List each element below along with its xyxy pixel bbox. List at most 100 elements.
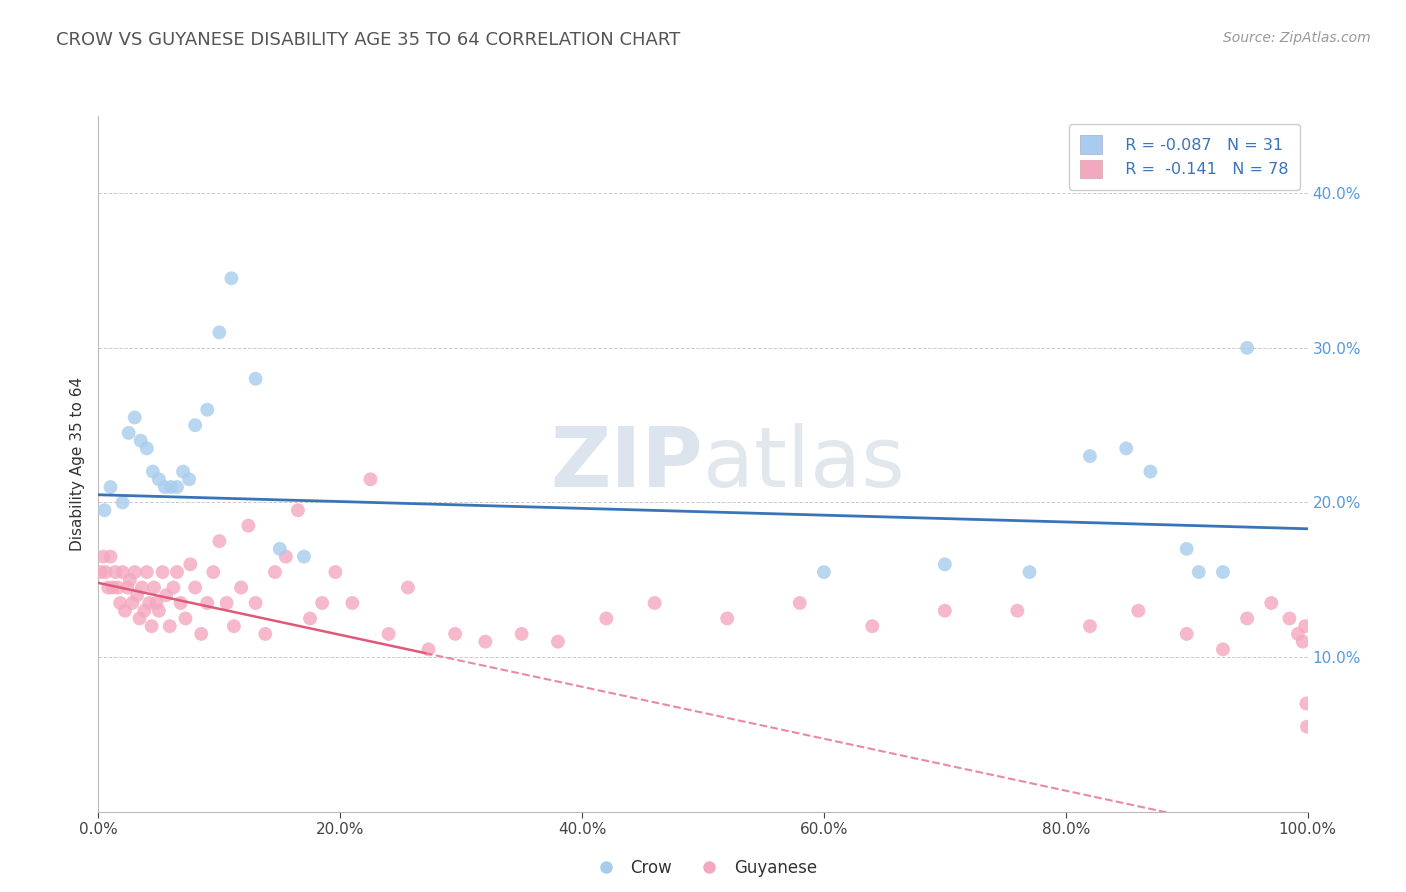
Point [222, 619, 245, 633]
Point [152, 565, 174, 579]
Point [111, 495, 134, 509]
Point [418, 642, 440, 657]
Point [1175, 627, 1198, 641]
Point [595, 611, 617, 625]
Point [1128, 604, 1150, 618]
Point [184, 418, 207, 433]
Point [510, 627, 533, 641]
Point [143, 581, 166, 595]
Point [128, 611, 150, 625]
Point [813, 565, 835, 579]
Text: ZIP: ZIP [551, 424, 703, 504]
Point [104, 565, 127, 579]
Point [245, 596, 267, 610]
Point [121, 596, 143, 610]
Y-axis label: Disability Age 35 to 64: Disability Age 35 to 64 [69, 376, 84, 551]
Point [166, 565, 188, 579]
Point [274, 549, 297, 564]
Point [179, 558, 201, 572]
Point [117, 581, 139, 595]
Point [135, 442, 157, 456]
Point [93, 503, 115, 517]
Point [396, 581, 419, 595]
Point [100, 480, 122, 494]
Point [1295, 697, 1317, 711]
Point [134, 604, 156, 618]
Point [1212, 642, 1234, 657]
Point [162, 581, 184, 595]
Point [135, 565, 157, 579]
Point [716, 611, 738, 625]
Point [190, 627, 212, 641]
Point [221, 271, 243, 285]
Point [474, 634, 496, 648]
Point [100, 549, 122, 564]
Point [111, 565, 134, 579]
Point [97, 581, 120, 595]
Point [169, 596, 191, 610]
Point [90, 565, 112, 579]
Point [174, 611, 197, 625]
Point [148, 604, 170, 618]
Point [145, 596, 167, 610]
Point [360, 472, 382, 486]
Point [1292, 634, 1315, 648]
Point [184, 581, 207, 595]
Point [148, 472, 170, 486]
Point [215, 596, 238, 610]
Point [238, 518, 260, 533]
Point [1078, 449, 1101, 463]
Point [124, 410, 146, 425]
Point [172, 465, 194, 479]
Point [160, 480, 183, 494]
Point [129, 434, 152, 448]
Point [159, 619, 181, 633]
Point [644, 596, 666, 610]
Point [264, 565, 287, 579]
Point [1139, 465, 1161, 479]
Point [229, 581, 252, 595]
Legend: Crow, Guyanese: Crow, Guyanese [582, 852, 824, 883]
Point [1278, 611, 1301, 625]
Point [311, 596, 333, 610]
Point [108, 596, 131, 610]
Point [1175, 541, 1198, 556]
Point [91, 549, 114, 564]
Point [114, 604, 136, 618]
Point [153, 480, 176, 494]
Point [1296, 720, 1319, 734]
Point [934, 604, 956, 618]
Point [124, 565, 146, 579]
Point [131, 581, 153, 595]
Point [325, 565, 347, 579]
Point [138, 596, 160, 610]
Point [118, 425, 141, 440]
Point [342, 596, 364, 610]
Point [1260, 596, 1282, 610]
Point [934, 558, 956, 572]
Text: Source: ZipAtlas.com: Source: ZipAtlas.com [1223, 31, 1371, 45]
Point [1294, 619, 1316, 633]
Point [208, 326, 231, 340]
Point [141, 619, 163, 633]
Text: CROW VS GUYANESE DISABILITY AGE 35 TO 64 CORRELATION CHART: CROW VS GUYANESE DISABILITY AGE 35 TO 64… [56, 31, 681, 49]
Point [860, 619, 883, 633]
Point [166, 480, 188, 494]
Point [1212, 565, 1234, 579]
Point [155, 588, 177, 602]
Text: atlas: atlas [703, 424, 904, 504]
Point [1188, 565, 1211, 579]
Point [269, 541, 291, 556]
Point [789, 596, 811, 610]
Point [245, 372, 267, 386]
Point [177, 472, 201, 486]
Point [142, 465, 165, 479]
Point [118, 573, 141, 587]
Point [202, 565, 225, 579]
Point [208, 534, 231, 549]
Point [1236, 611, 1258, 625]
Point [94, 565, 117, 579]
Point [107, 581, 129, 595]
Point [1286, 627, 1309, 641]
Point [195, 596, 218, 610]
